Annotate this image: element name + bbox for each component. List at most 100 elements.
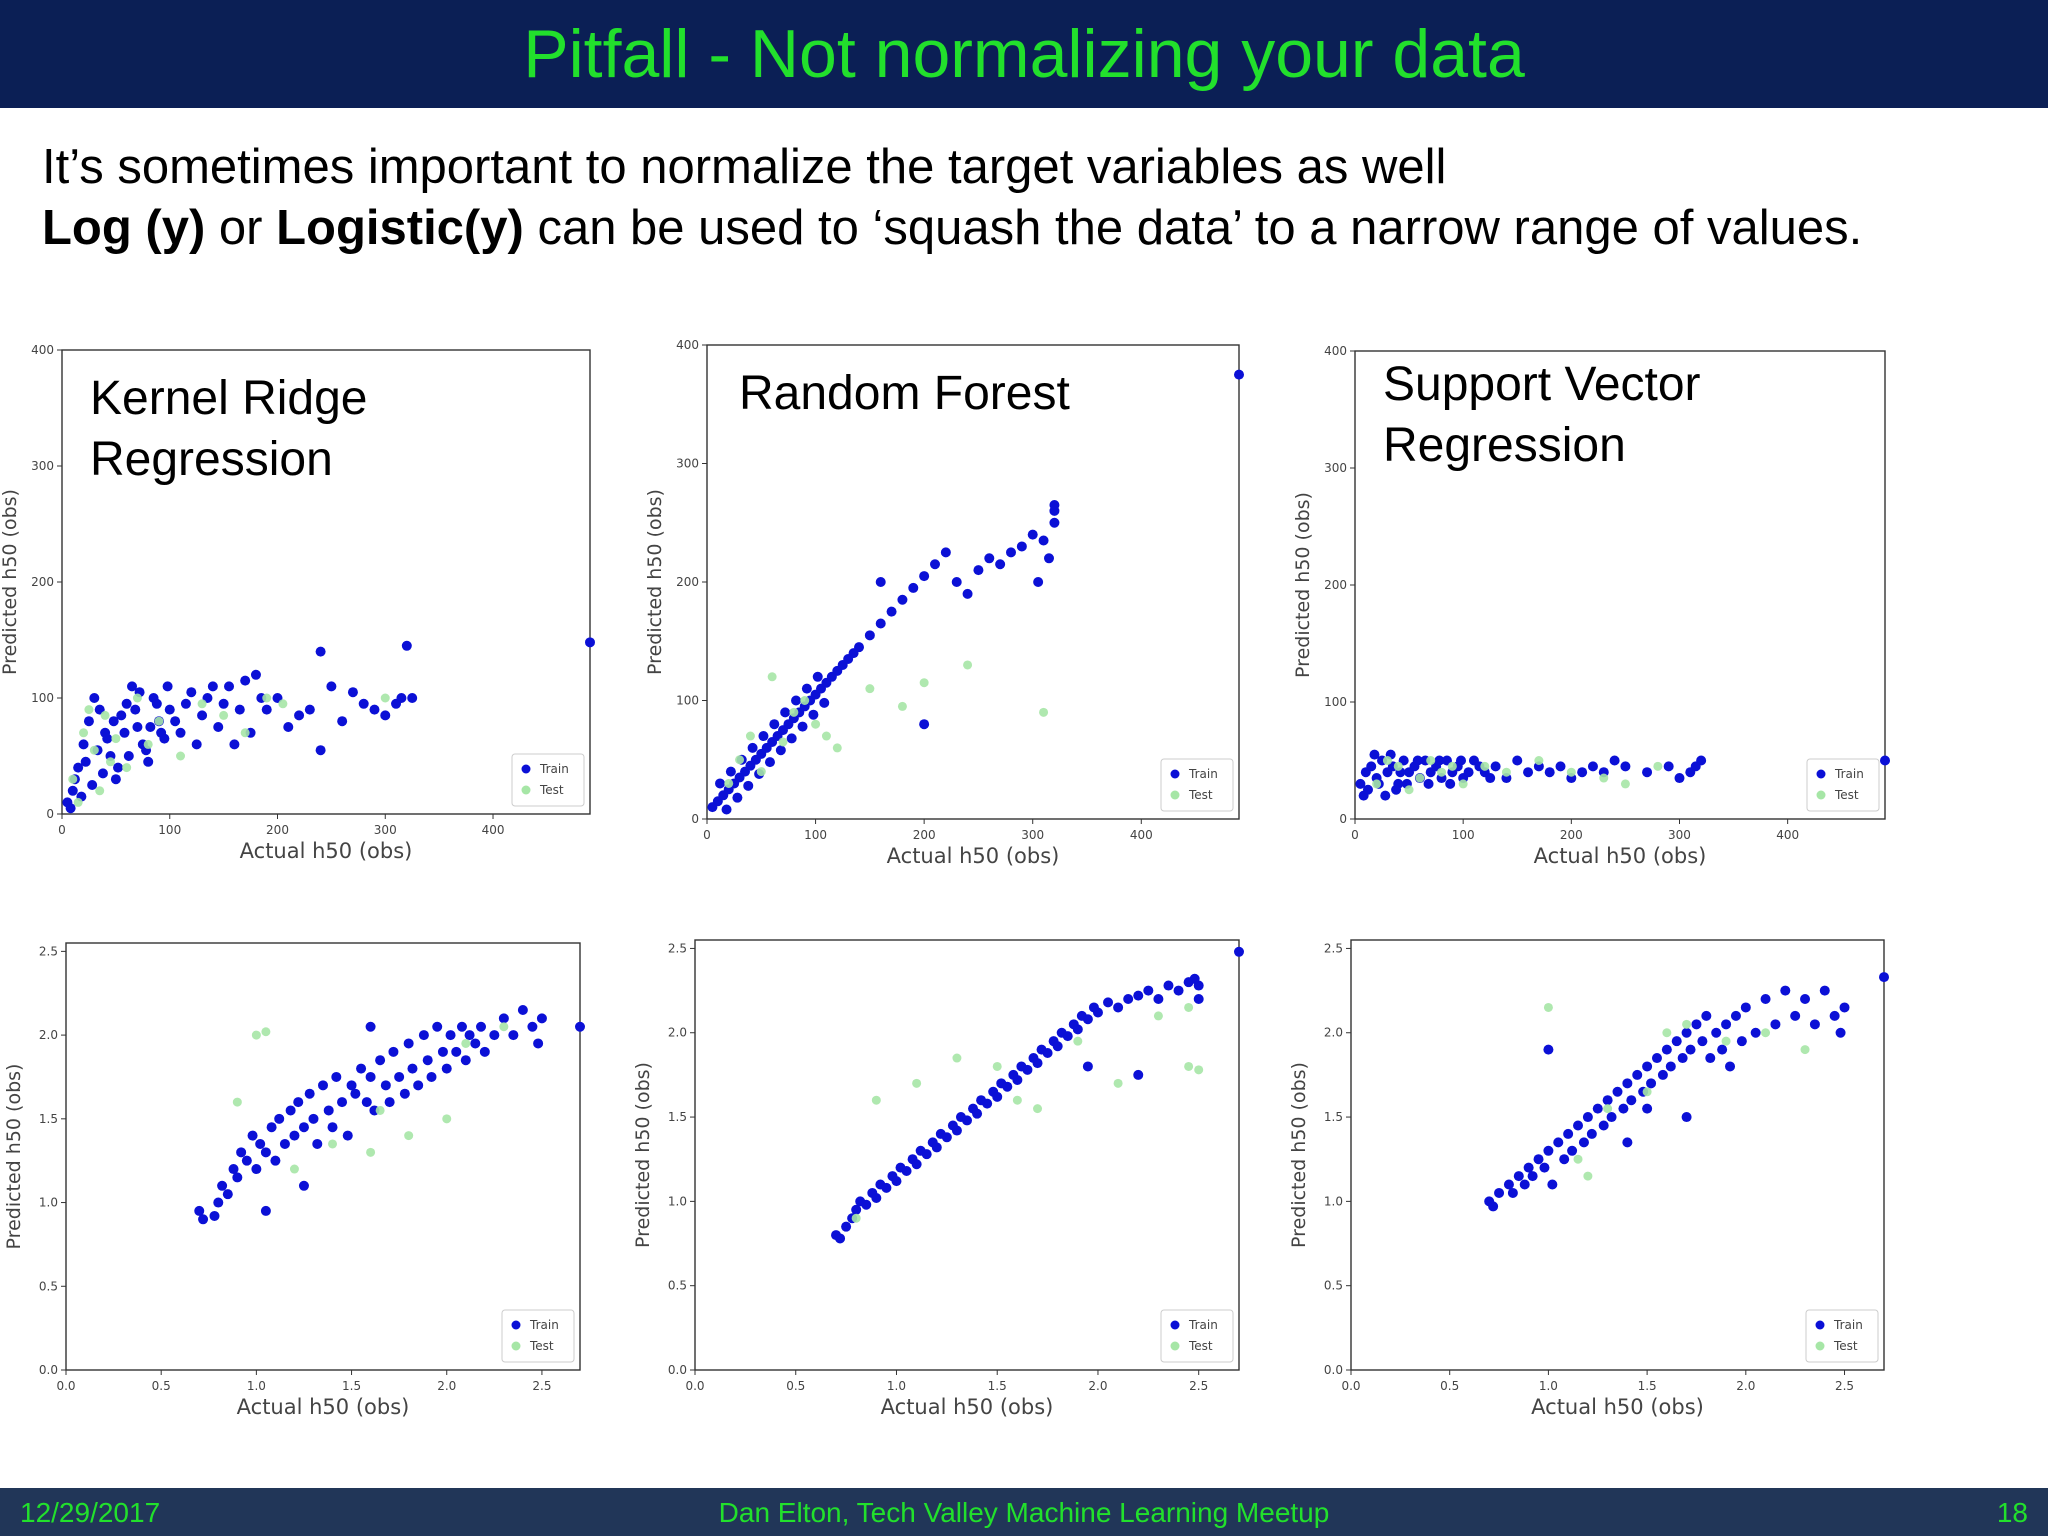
x-tick-label: 200 xyxy=(913,828,936,842)
train-point xyxy=(289,1130,300,1141)
test-point xyxy=(735,755,745,765)
x-tick-label: 1.0 xyxy=(247,1379,266,1393)
train-point xyxy=(1663,761,1674,772)
y-tick-label: 0 xyxy=(691,812,699,826)
train-point xyxy=(1567,1145,1578,1156)
x-axis-label: Actual h50 (obs) xyxy=(1531,1395,1704,1419)
legend-label: Train xyxy=(1188,1318,1218,1332)
y-tick-label: 300 xyxy=(1324,461,1347,475)
train-point xyxy=(65,803,76,814)
data-points xyxy=(194,1004,585,1225)
x-tick-label: 2.5 xyxy=(1189,1379,1208,1393)
train-point xyxy=(517,1004,528,1015)
train-point xyxy=(801,683,812,694)
legend-label: Train xyxy=(539,762,569,776)
test-point xyxy=(1184,1002,1194,1012)
train-point xyxy=(897,594,908,605)
x-tick-label: 200 xyxy=(1560,828,1583,842)
y-tick-label: 2.0 xyxy=(39,1028,58,1042)
train-point xyxy=(222,1189,233,1200)
train-point xyxy=(1193,994,1204,1005)
legend-label: Train xyxy=(529,1318,559,1332)
legend-label: Test xyxy=(1833,1339,1858,1353)
legend-test-marker xyxy=(1170,1341,1180,1351)
train-point xyxy=(1445,778,1456,789)
test-point xyxy=(1113,1078,1123,1088)
train-point xyxy=(1103,997,1114,1008)
train-point xyxy=(854,642,864,653)
train-point xyxy=(891,1176,902,1187)
train-point xyxy=(87,780,98,790)
train-point xyxy=(1362,784,1373,795)
train-point xyxy=(102,733,113,744)
train-point xyxy=(498,1013,509,1024)
y-tick-label: 300 xyxy=(676,457,699,471)
train-point xyxy=(861,1199,872,1210)
plot-frame xyxy=(1350,939,1885,1371)
train-point xyxy=(255,1138,266,1149)
data-points xyxy=(831,946,1244,1244)
train-point xyxy=(274,1113,285,1124)
train-point xyxy=(1049,517,1060,528)
train-point xyxy=(460,1055,471,1066)
train-point xyxy=(1609,755,1620,766)
x-axis-label: Actual h50 (obs) xyxy=(240,839,413,863)
train-point xyxy=(186,687,197,698)
x-tick-label: 100 xyxy=(804,828,827,842)
y-tick-label: 0.5 xyxy=(1324,1279,1343,1293)
x-tick-label: 1.5 xyxy=(342,1379,361,1393)
x-tick-label: 0.5 xyxy=(152,1379,171,1393)
train-point xyxy=(308,1113,319,1124)
train-point xyxy=(1563,1128,1574,1139)
train-point xyxy=(940,547,951,558)
test-point xyxy=(1653,761,1663,771)
train-point xyxy=(992,1091,1003,1102)
train-point xyxy=(875,618,886,629)
test-point xyxy=(778,737,788,747)
legend-label: Train xyxy=(1834,767,1864,781)
train-point xyxy=(116,710,127,721)
train-point xyxy=(1750,1027,1761,1038)
test-point xyxy=(1721,1036,1731,1046)
train-point xyxy=(764,757,775,768)
train-point xyxy=(1543,1145,1554,1156)
train-point xyxy=(973,565,984,576)
train-point xyxy=(1717,1044,1728,1055)
train-point xyxy=(1189,973,1200,984)
train-point xyxy=(962,588,973,599)
train-point xyxy=(1736,1036,1747,1047)
train-point xyxy=(1651,1053,1662,1064)
train-point xyxy=(426,1071,437,1082)
train-point xyxy=(451,1046,462,1057)
train-point xyxy=(213,1197,224,1208)
train-point xyxy=(304,1088,315,1099)
train-point xyxy=(1143,985,1154,996)
test-point xyxy=(919,678,929,688)
x-tick-label: 0.5 xyxy=(1440,1379,1459,1393)
train-point xyxy=(1612,1086,1623,1097)
test-point xyxy=(1012,1095,1022,1105)
train-point xyxy=(808,709,819,720)
x-tick-label: 1.5 xyxy=(1638,1379,1657,1393)
test-point xyxy=(811,719,821,729)
train-point xyxy=(1369,749,1380,760)
test-point xyxy=(745,731,755,741)
train-point xyxy=(224,681,235,692)
footer-presenter: Dan Elton, Tech Valley Machine Learning … xyxy=(718,1497,1330,1528)
train-point xyxy=(234,704,245,715)
legend-train-marker xyxy=(521,764,531,774)
train-point xyxy=(1052,1041,1063,1052)
train-point xyxy=(108,716,119,727)
train-point xyxy=(350,1088,361,1099)
train-point xyxy=(394,1071,405,1082)
train-point xyxy=(1646,1078,1657,1089)
train-point xyxy=(1423,778,1434,789)
train-point xyxy=(380,1080,391,1091)
train-point xyxy=(80,756,91,767)
test-point xyxy=(442,1114,452,1124)
y-tick-label: 400 xyxy=(31,343,54,357)
train-point xyxy=(1412,755,1423,766)
x-tick-label: 1.0 xyxy=(1539,1379,1558,1393)
train-point xyxy=(164,704,175,715)
train-point xyxy=(1012,1074,1023,1085)
